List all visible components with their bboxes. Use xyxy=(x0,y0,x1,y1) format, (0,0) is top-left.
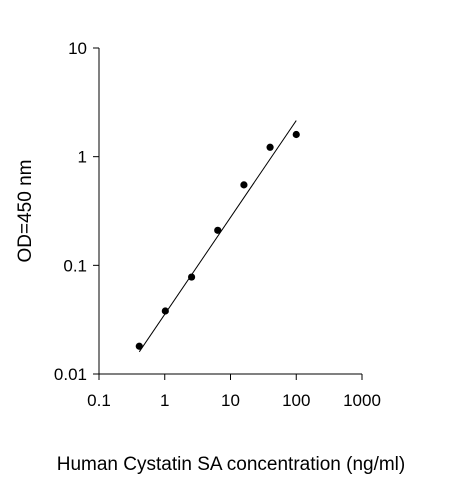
x-tick-label: 0.1 xyxy=(87,391,111,410)
ticks xyxy=(93,47,363,380)
data-point xyxy=(161,307,169,315)
data-point xyxy=(240,181,248,189)
axes xyxy=(98,48,362,375)
data-point xyxy=(214,226,222,234)
data-points xyxy=(135,130,300,350)
x-tick-label: 1 xyxy=(160,391,169,410)
y-tick-label: 0.01 xyxy=(54,365,87,384)
data-point xyxy=(292,130,300,139)
x-tick-label: 100 xyxy=(282,391,310,410)
y-tick-label: 10 xyxy=(68,39,87,58)
data-point xyxy=(187,273,196,281)
data-point xyxy=(266,143,274,151)
x-tick-label: 1000 xyxy=(343,391,381,410)
y-axis-title: OD=450 nm xyxy=(15,160,36,263)
regression-line xyxy=(138,120,297,353)
y-tick-label: 0.1 xyxy=(63,256,87,275)
data-point xyxy=(135,342,143,350)
y-tick-label: 1 xyxy=(78,148,87,167)
x-tick-label: 10 xyxy=(221,391,240,410)
x-axis-title: Human Cystatin SA concentration (ng/ml) xyxy=(57,454,406,475)
fit-line-group xyxy=(138,120,297,353)
